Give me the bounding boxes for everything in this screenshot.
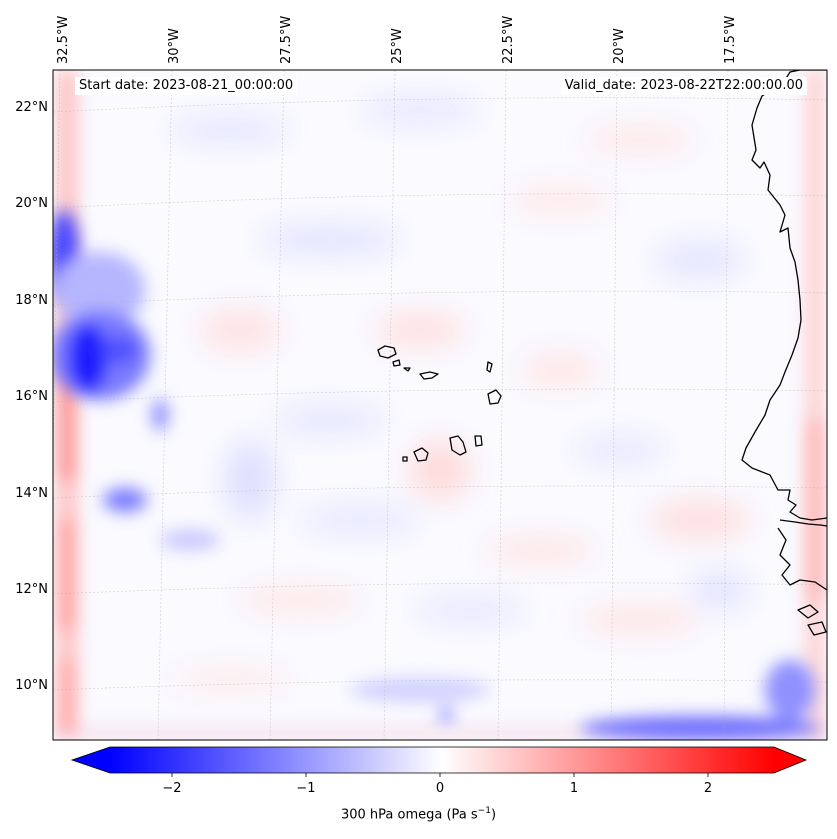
colorbar-gradient xyxy=(110,747,774,773)
lon-label-22-5w: 22.5°W xyxy=(501,16,516,64)
gambia-coast xyxy=(779,519,827,527)
lon-label-30w: 30°W xyxy=(167,28,182,64)
colorbar-ticks xyxy=(171,773,709,777)
cape-verde-sao-vicente xyxy=(392,359,401,367)
strong-ascent-region xyxy=(53,210,220,550)
colorbar-label-text: 300 hPa omega (Pa s xyxy=(340,807,478,823)
colorbar-label: 300 hPa omega (Pa s−1) xyxy=(0,806,837,822)
colorbar-tick-neg2: −2 xyxy=(162,781,181,796)
latitude-labels: 22°N 20°N 18°N 16°N 14°N 12°N 10°N xyxy=(15,100,48,693)
start-date-label: Start date: 2023-08-21_00:00:00 xyxy=(75,77,298,95)
cape-verde-brava xyxy=(402,456,408,462)
lon-label-20w: 20°W xyxy=(612,28,627,64)
southern-ascent-band xyxy=(350,660,820,740)
colorbar-tick-0: 0 xyxy=(436,781,444,796)
colorbar-max-extend xyxy=(774,747,806,773)
colorbar-label-exponent: −1 xyxy=(477,806,491,816)
lon-label-17-5w: 17.5°W xyxy=(723,16,738,64)
map-frame xyxy=(52,69,828,741)
cape-verde-santo-antao xyxy=(377,345,397,359)
omega-field xyxy=(53,70,827,740)
cape-verde-sao-nicolau xyxy=(419,371,439,380)
colorbar-min-extend xyxy=(72,747,110,773)
colorbar: −2 −1 0 1 2 xyxy=(70,746,808,796)
guinea-bissau-islands xyxy=(797,604,827,636)
lat-label-20n: 20°N xyxy=(15,196,48,211)
lon-label-25w: 25°W xyxy=(390,28,405,64)
lat-label-18n: 18°N xyxy=(15,293,48,308)
longitude-labels: 32.5°W 30°W 27.5°W 25°W 22.5°W 20°W 17.5… xyxy=(56,16,738,64)
cape-verde-fogo xyxy=(413,447,429,462)
cape-verde-sal xyxy=(486,361,493,373)
colorbar-tick-2: 2 xyxy=(704,781,712,796)
lon-label-27-5w: 27.5°W xyxy=(279,16,294,64)
colorbar-label-close: ) xyxy=(490,807,497,823)
colorbar-tick-1: 1 xyxy=(570,781,578,796)
lat-label-14n: 14°N xyxy=(15,486,48,501)
senegal-south-coast xyxy=(777,527,827,591)
colorbar-tick-neg1: −1 xyxy=(296,781,315,796)
cape-verde-maio xyxy=(474,435,483,447)
lat-label-16n: 16°N xyxy=(15,389,48,404)
cape-verde-santa-luzia xyxy=(403,367,411,372)
cape-verde-santiago xyxy=(449,435,467,456)
lat-label-12n: 12°N xyxy=(15,582,48,597)
lon-label-32-5w: 32.5°W xyxy=(56,16,71,64)
coastline xyxy=(377,70,827,636)
field-texture xyxy=(170,96,750,690)
lat-label-22n: 22°N xyxy=(15,100,48,115)
valid-date-label: Valid_date: 2023-08-22T22:00:00.00 xyxy=(560,77,807,95)
cape-verde-boa-vista xyxy=(487,389,502,405)
colorbar-outline xyxy=(70,746,808,774)
west-africa-coast xyxy=(741,70,827,521)
lat-label-10n: 10°N xyxy=(15,678,48,693)
